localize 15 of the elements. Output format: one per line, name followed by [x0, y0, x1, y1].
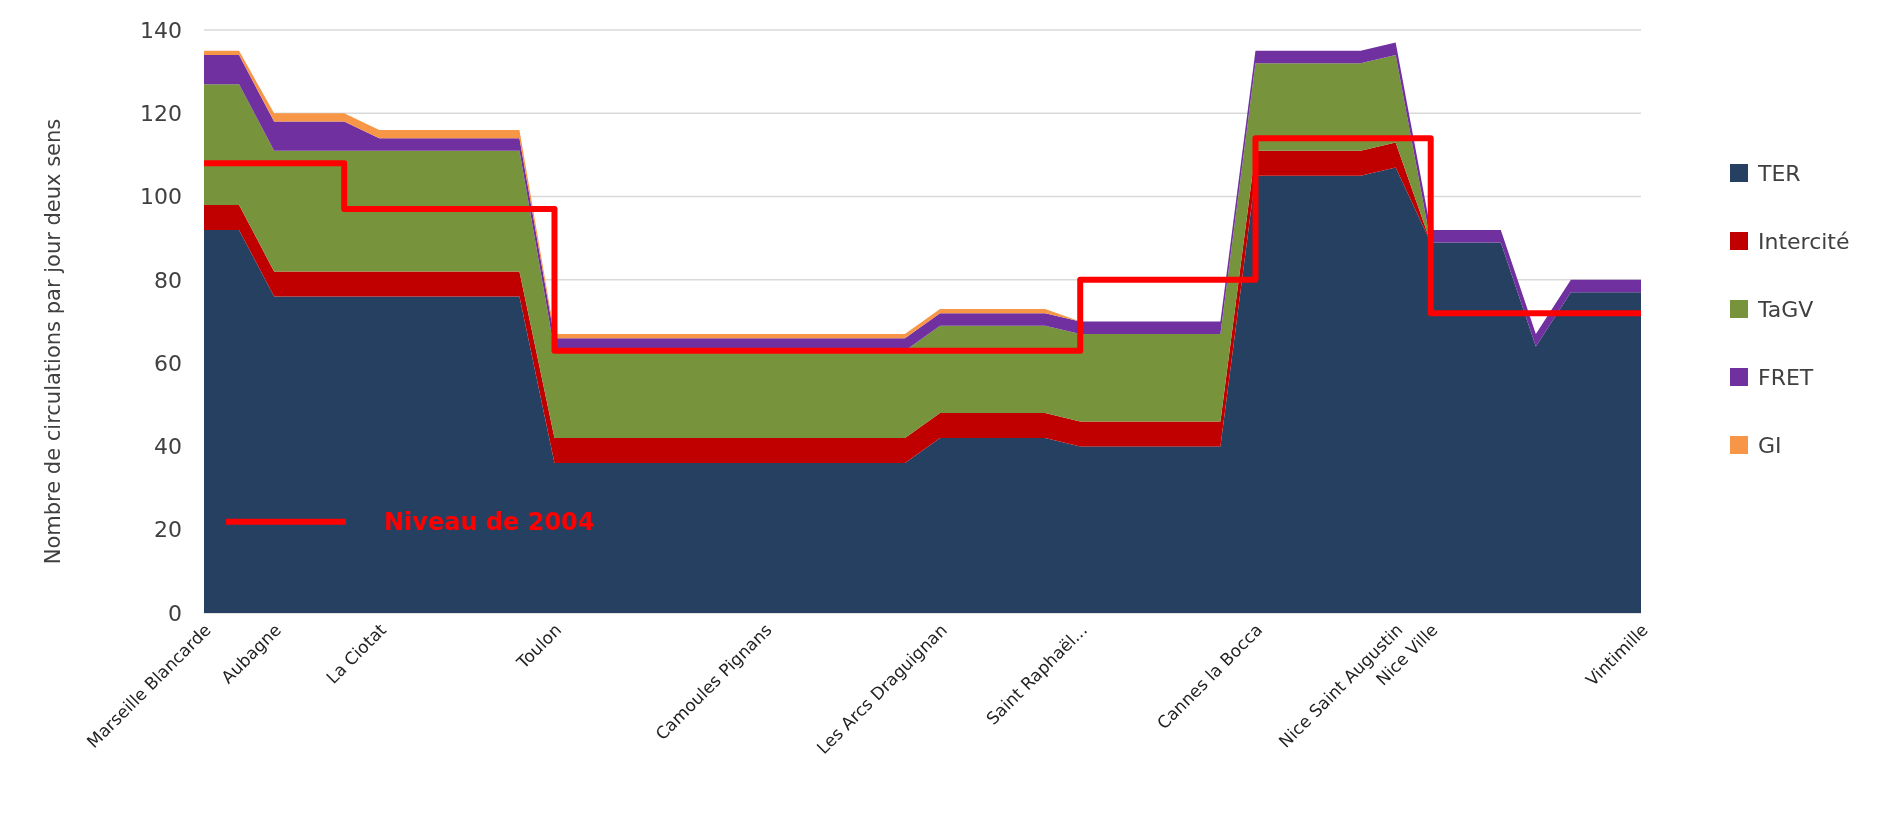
y-axis-title: Nombre de circulations par jour deux sens	[41, 118, 65, 565]
legend-label: GI	[1758, 432, 1782, 458]
legend-label: TER	[1757, 160, 1801, 186]
legend-label: Intercité	[1758, 228, 1850, 254]
y-tick-label: 120	[140, 100, 182, 126]
legend-label: FRET	[1758, 364, 1814, 390]
y-tick-label: 60	[154, 350, 182, 376]
legend-label: TaGV	[1757, 296, 1814, 322]
y-tick-label: 0	[168, 600, 182, 626]
y-tick-label: 40	[154, 434, 182, 460]
y-tick-label: 20	[154, 517, 182, 543]
y-tick-label: 140	[140, 17, 182, 43]
y-tick-label: 100	[140, 184, 182, 210]
legend-label: Niveau de 2004	[384, 508, 595, 537]
y-tick-label: 80	[154, 267, 182, 293]
